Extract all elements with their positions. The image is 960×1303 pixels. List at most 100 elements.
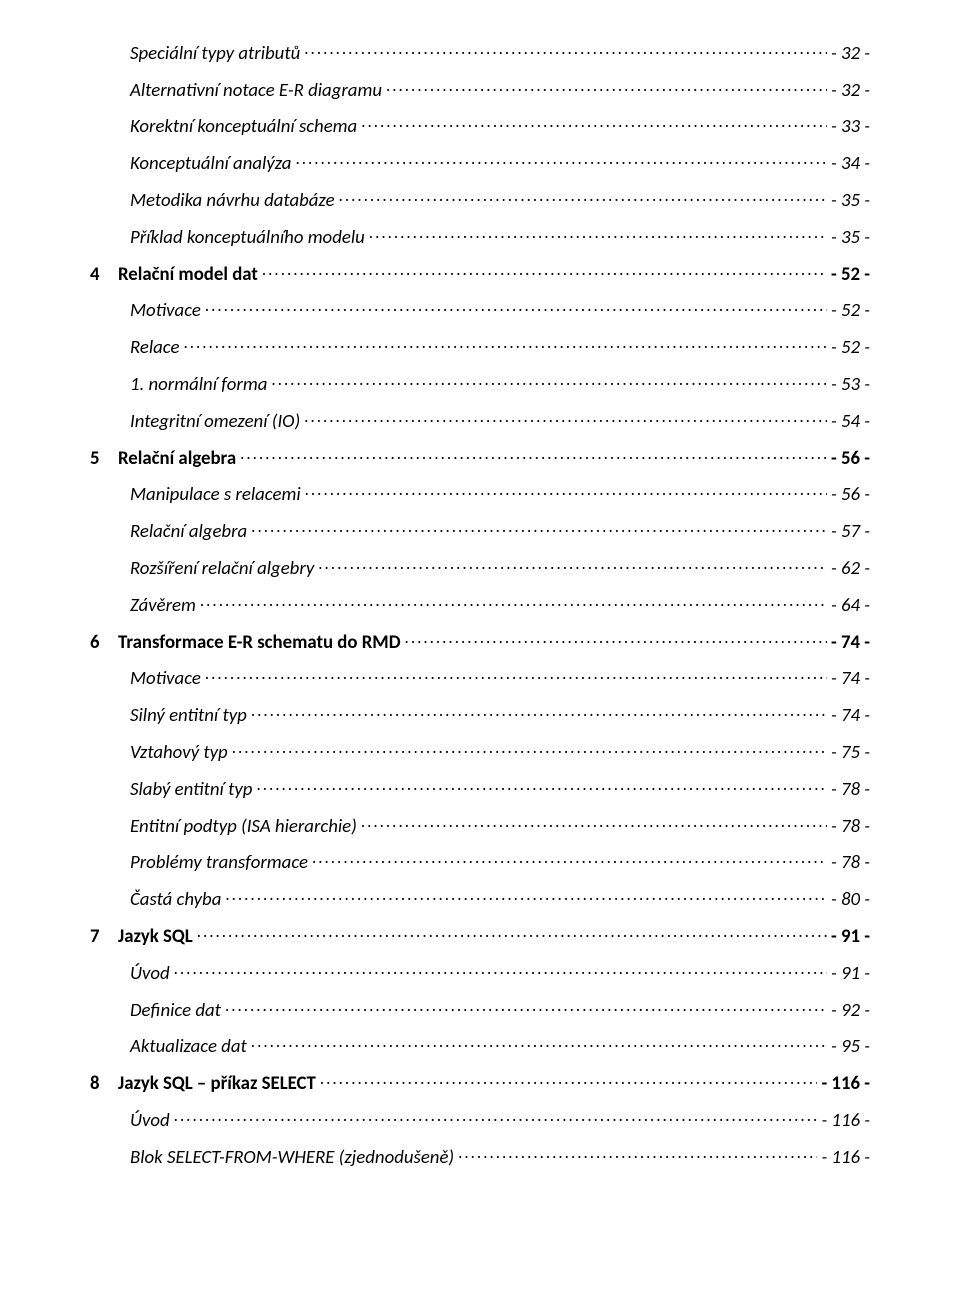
toc-leader-dots	[304, 408, 827, 427]
toc-page-number: - 64 -	[827, 594, 870, 617]
toc-leader-dots	[295, 150, 827, 169]
toc-leader-dots	[320, 1070, 818, 1089]
toc-page-number: - 53 -	[827, 373, 870, 396]
toc-sub-label: Definice dat	[130, 999, 225, 1022]
toc-leader-dots	[361, 813, 827, 832]
toc-leader-dots	[369, 224, 827, 243]
toc-sub-row: Závěrem - 64 -	[90, 592, 870, 617]
toc-leader-dots	[458, 1144, 817, 1163]
toc-chapter-row: 8Jazyk SQL – příkaz SELECT - 116 -	[90, 1070, 870, 1095]
toc-page-number: - 56 -	[827, 447, 870, 470]
toc-chapter-number: 6	[90, 631, 118, 654]
toc-chapter-label: Transformace E-R schematu do RMD	[118, 631, 405, 654]
toc-page-number: - 116 -	[817, 1109, 870, 1132]
toc-chapter-row: 4Relační model dat- 52 -	[90, 261, 870, 286]
toc-page-number: - 116 -	[817, 1146, 870, 1169]
toc-chapter-row: 5Relační algebra- 56 -	[90, 445, 870, 470]
toc-chapter-row: 7Jazyk SQL - 91 -	[90, 923, 870, 948]
toc-sub-label: Vztahový typ	[130, 741, 232, 764]
toc-page-number: - 78 -	[827, 778, 870, 801]
toc-sub-row: Příklad konceptuálního modelu - 35 -	[90, 224, 870, 249]
toc-page-number: - 33 -	[827, 115, 870, 138]
toc-leader-dots	[240, 445, 827, 464]
toc-page-number: - 116 -	[817, 1072, 870, 1095]
toc-sub-label: Integritní omezení (IO)	[130, 410, 304, 433]
toc-page-number: - 52 -	[827, 263, 870, 286]
toc-sub-row: Definice dat - 92 -	[90, 997, 870, 1022]
toc-sub-label: Častá chyba	[130, 888, 225, 911]
toc-page-number: - 74 -	[827, 667, 870, 690]
toc-sub-label: Relace	[130, 336, 183, 359]
toc-page-number: - 56 -	[827, 483, 870, 506]
toc-page-number: - 54 -	[827, 410, 870, 433]
toc-page-number: - 32 -	[827, 79, 870, 102]
toc-page-number: - 92 -	[827, 999, 870, 1022]
toc-sub-label: Motivace	[130, 299, 205, 322]
toc-page-number: - 91 -	[827, 925, 870, 948]
toc-sub-label: Motivace	[130, 667, 205, 690]
toc-leader-dots	[256, 776, 827, 795]
toc-leader-dots	[232, 739, 827, 758]
toc-sub-label: Manipulace s relacemi	[130, 483, 305, 506]
toc-sub-label: Korektní konceptuální schema	[130, 115, 361, 138]
toc-sub-row: Metodika návrhu databáze - 35 -	[90, 187, 870, 212]
toc-chapter-label: Jazyk SQL	[118, 925, 197, 948]
toc-page-number: - 32 -	[827, 42, 870, 65]
toc-sub-row: Silný entitní typ - 74 -	[90, 702, 870, 727]
toc-sub-row: Relační algebra- 57 -	[90, 518, 870, 543]
toc-sub-row: Integritní omezení (IO) - 54 -	[90, 408, 870, 433]
toc-page-number: - 35 -	[827, 226, 870, 249]
toc-leader-dots	[305, 482, 827, 501]
toc-sub-label: Příklad konceptuálního modelu	[130, 226, 369, 249]
toc-leader-dots	[225, 997, 827, 1016]
toc-page-number: - 35 -	[827, 189, 870, 212]
toc-sub-row: Motivace - 74 -	[90, 666, 870, 691]
toc-sub-label: Konceptuální analýza	[130, 152, 295, 175]
toc-sub-label: Úvod	[130, 962, 174, 985]
toc-sub-row: Manipulace s relacemi - 56 -	[90, 482, 870, 507]
toc-chapter-number: 5	[90, 447, 118, 470]
toc-sub-row: Aktualizace dat- 95 -	[90, 1034, 870, 1059]
toc-leader-dots	[361, 114, 827, 133]
toc-sub-row: Speciální typy atributů - 32 -	[90, 40, 870, 65]
toc-leader-dots	[251, 702, 827, 721]
toc-sub-label: Silný entitní typ	[130, 704, 251, 727]
toc-sub-row: Slabý entitní typ - 78 -	[90, 776, 870, 801]
toc-leader-dots	[205, 298, 827, 317]
toc-sub-label: Úvod	[130, 1109, 174, 1132]
toc-leader-dots	[262, 261, 827, 280]
toc-page-number: - 34 -	[827, 152, 870, 175]
toc-sub-label: Závěrem	[130, 594, 200, 617]
toc-leader-dots	[197, 923, 827, 942]
toc-page-number: - 78 -	[827, 815, 870, 838]
toc-chapter-number: 8	[90, 1072, 118, 1095]
toc-leader-dots	[200, 592, 827, 611]
toc-leader-dots	[405, 629, 827, 648]
table-of-contents: Speciální typy atributů - 32 - Alternativn…	[90, 40, 870, 1169]
toc-sub-label: Speciální typy atributů	[130, 42, 304, 65]
toc-sub-label: Metodika návrhu databáze	[130, 189, 339, 212]
toc-leader-dots	[251, 518, 827, 537]
toc-sub-label: Alternativní notace E-R diagramu	[130, 79, 386, 102]
toc-sub-row: Relace- 52 -	[90, 334, 870, 359]
toc-chapter-number: 7	[90, 925, 118, 948]
toc-leader-dots	[312, 850, 827, 869]
toc-page-number: - 74 -	[827, 704, 870, 727]
toc-leader-dots	[205, 666, 827, 685]
toc-leader-dots	[386, 77, 827, 96]
toc-page-number: - 74 -	[827, 631, 870, 654]
toc-leader-dots	[174, 1107, 818, 1126]
toc-sub-row: 1. normální forma- 53 -	[90, 371, 870, 396]
toc-sub-row: Problémy transformace- 78 -	[90, 850, 870, 875]
toc-sub-row: Konceptuální analýza - 34 -	[90, 150, 870, 175]
toc-chapter-label: Jazyk SQL – příkaz SELECT	[118, 1072, 320, 1095]
toc-sub-row: Korektní konceptuální schema - 33 -	[90, 114, 870, 139]
toc-sub-label: Rozšíření relační algebry	[130, 557, 318, 580]
toc-leader-dots	[339, 187, 827, 206]
toc-sub-label: Slabý entitní typ	[130, 778, 256, 801]
toc-sub-row: Vztahový typ - 75 -	[90, 739, 870, 764]
toc-chapter-label: Relační model dat	[118, 263, 262, 286]
toc-page-number: - 95 -	[827, 1035, 870, 1058]
toc-page-number: - 75 -	[827, 741, 870, 764]
toc-chapter-row: 6Transformace E-R schematu do RMD - 74 -	[90, 629, 870, 654]
